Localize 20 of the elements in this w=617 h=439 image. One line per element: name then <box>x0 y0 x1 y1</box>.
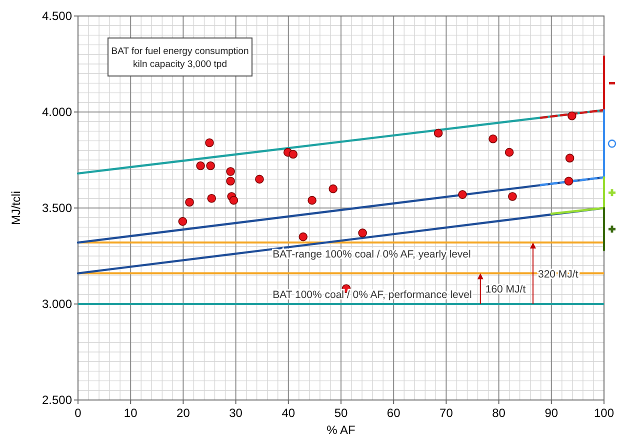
x-tick-label: 50 <box>334 406 348 420</box>
y-tick-label: 3.500 <box>42 201 72 215</box>
x-tick-label: 60 <box>386 406 401 420</box>
y-tick-label: 4.500 <box>42 9 72 23</box>
x-tick-label: 40 <box>282 406 296 420</box>
y-tick-label: 3.000 <box>42 297 72 311</box>
x-tick-label: 0 <box>74 406 82 420</box>
y-tick-label: 4.000 <box>42 105 72 119</box>
x-tick-label: 10 <box>124 406 138 420</box>
x-tick-label: 80 <box>492 406 506 420</box>
text: BAT for fuel energy consumption <box>111 46 249 57</box>
y-axis-title: MJ/tcli <box>9 191 23 225</box>
x-axis-title: % AF <box>326 423 356 437</box>
x-tick-label: 90 <box>544 406 558 420</box>
x-tick-label: 20 <box>176 406 190 420</box>
x-tick-label: 70 <box>440 406 454 420</box>
x-tick-label: 30 <box>229 406 243 420</box>
x-tick-label: 100 <box>594 406 614 420</box>
text: kiln capacity 3,000 tpd <box>132 59 228 70</box>
y-tick-label: 2.500 <box>42 393 72 407</box>
